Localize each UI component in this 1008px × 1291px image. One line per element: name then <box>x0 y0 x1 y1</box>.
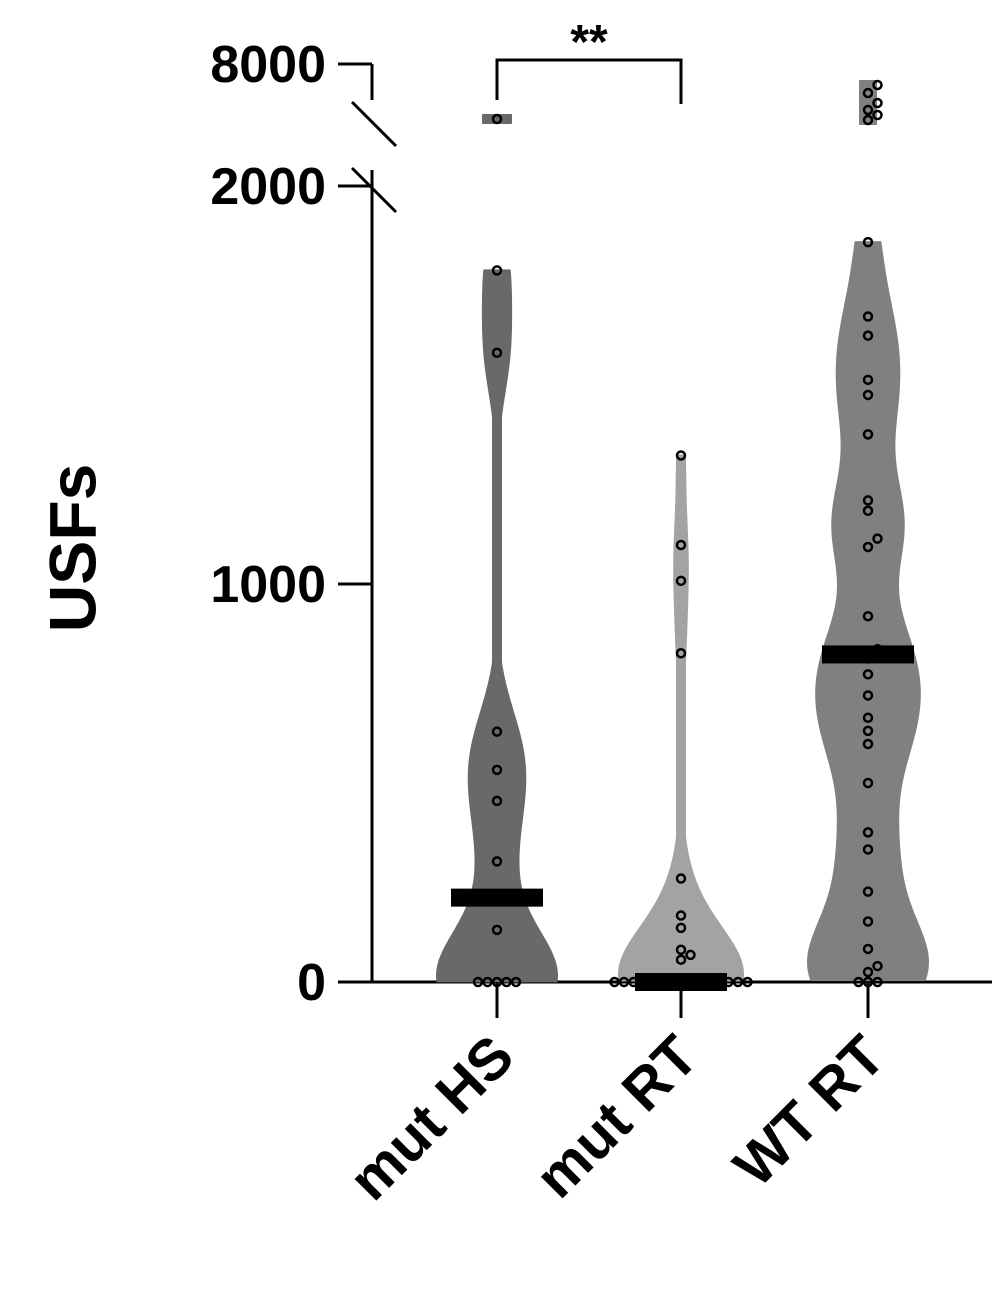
data-point <box>872 97 883 109</box>
data-point <box>862 610 874 622</box>
data-point <box>675 648 687 659</box>
data-point <box>872 960 883 972</box>
data-point <box>482 976 493 988</box>
data-point <box>732 976 744 988</box>
data-point <box>675 450 687 461</box>
data-point <box>491 856 503 867</box>
y-axis-label: USFs <box>35 464 109 633</box>
data-point <box>675 575 687 587</box>
data-point <box>713 976 725 988</box>
data-point <box>872 79 883 91</box>
data-point <box>491 795 503 807</box>
data-point <box>862 541 874 553</box>
data-point <box>862 827 874 838</box>
x-tick-label: mut HS <box>337 1023 527 1213</box>
data-point <box>862 114 874 126</box>
data-point <box>491 924 503 936</box>
data-point <box>491 764 503 776</box>
y-tick-label: 8000 <box>210 36 326 94</box>
y-tick-label: 1000 <box>210 556 326 614</box>
data-point <box>862 389 874 401</box>
axis-break <box>350 100 398 148</box>
data-point <box>862 690 874 701</box>
data-point <box>510 976 522 988</box>
data-point <box>862 725 874 737</box>
x-tick-label: WT RT <box>721 1023 897 1199</box>
data-point <box>675 539 687 551</box>
data-point <box>675 910 687 921</box>
data-point <box>862 844 874 855</box>
data-point <box>862 886 874 897</box>
data-point <box>501 976 512 988</box>
violin <box>436 114 558 983</box>
x-tick-label: mut RT <box>523 1023 710 1210</box>
data-point <box>862 653 874 664</box>
axis-break <box>350 166 398 214</box>
data-point <box>862 104 874 116</box>
data-point <box>862 429 874 440</box>
data-point <box>862 495 874 506</box>
data-point <box>694 976 706 988</box>
data-point <box>491 347 503 359</box>
data-point <box>862 712 874 723</box>
data-point <box>723 976 734 988</box>
data-point <box>685 976 696 988</box>
data-point <box>872 644 883 655</box>
data-point <box>862 966 874 978</box>
data-point <box>609 976 620 988</box>
violin <box>618 454 744 982</box>
significance-bracket <box>495 58 683 104</box>
data-point <box>675 873 687 884</box>
data-point <box>862 374 874 386</box>
data-point <box>472 976 484 988</box>
data-point <box>675 922 687 934</box>
violin <box>807 79 929 982</box>
data-point <box>647 976 658 988</box>
data-point <box>862 777 874 789</box>
data-point <box>862 505 874 517</box>
data-point <box>742 976 753 988</box>
data-point <box>862 311 874 322</box>
data-point <box>491 113 503 125</box>
data-point <box>491 726 503 737</box>
data-point <box>862 87 874 99</box>
data-point <box>666 976 677 988</box>
data-point <box>685 949 696 961</box>
data-point <box>853 976 864 988</box>
data-point <box>628 976 639 988</box>
data-point <box>675 944 687 956</box>
significance-label: ** <box>570 16 608 69</box>
data-point <box>862 669 874 680</box>
data-point <box>862 738 874 750</box>
data-point <box>675 954 687 965</box>
data-point <box>704 976 715 988</box>
data-point <box>862 916 874 927</box>
y-tick-label: 2000 <box>210 158 326 216</box>
data-point <box>862 943 874 955</box>
data-point <box>872 533 883 544</box>
data-point <box>872 109 883 121</box>
median-bar <box>451 888 543 907</box>
data-point <box>872 976 883 988</box>
data-point <box>491 265 503 276</box>
y-tick-label: 0 <box>297 954 326 1012</box>
data-point <box>618 976 630 988</box>
data-point <box>656 976 668 988</box>
data-point <box>862 330 874 341</box>
data-point <box>862 236 874 248</box>
data-point <box>637 976 649 988</box>
